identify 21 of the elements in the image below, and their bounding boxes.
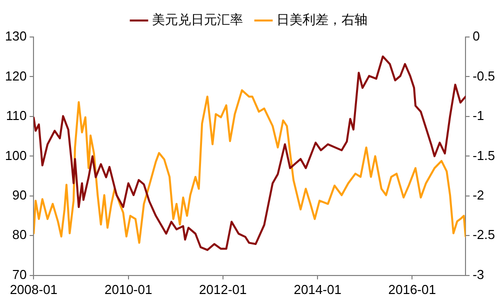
x-tick-label: 2016-01 — [388, 282, 436, 297]
y-tick-label: 130 — [4, 28, 27, 44]
y2-tick-label: -2.5 — [472, 227, 496, 242]
y-tick-label: 120 — [4, 68, 27, 84]
y2-tick-label: -0.5 — [472, 68, 496, 84]
y2-tick-label: -1 — [472, 108, 484, 124]
y2-tick-label: -3 — [472, 266, 484, 282]
y-tick-label: 90 — [12, 188, 27, 203]
y2-tick-label: 0 — [472, 28, 480, 44]
y2-tick-label: -2 — [472, 188, 484, 203]
legend-label: 日美利差，右轴 — [276, 12, 368, 28]
y2-tick-label: -1.5 — [472, 148, 496, 163]
x-tick-label: 2010-01 — [104, 282, 152, 297]
y-tick-label: 110 — [6, 108, 27, 124]
x-tick-label: 2012-01 — [199, 282, 247, 297]
y-tick-label: 80 — [12, 227, 27, 242]
legend-label: 美元兑日元汇率 — [152, 12, 243, 28]
x-tick-label: 2008-01 — [10, 282, 58, 297]
y-tick-label: 70 — [12, 266, 27, 282]
y-tick-label: 100 — [4, 148, 27, 163]
x-tick-label: 2014-01 — [294, 282, 342, 297]
